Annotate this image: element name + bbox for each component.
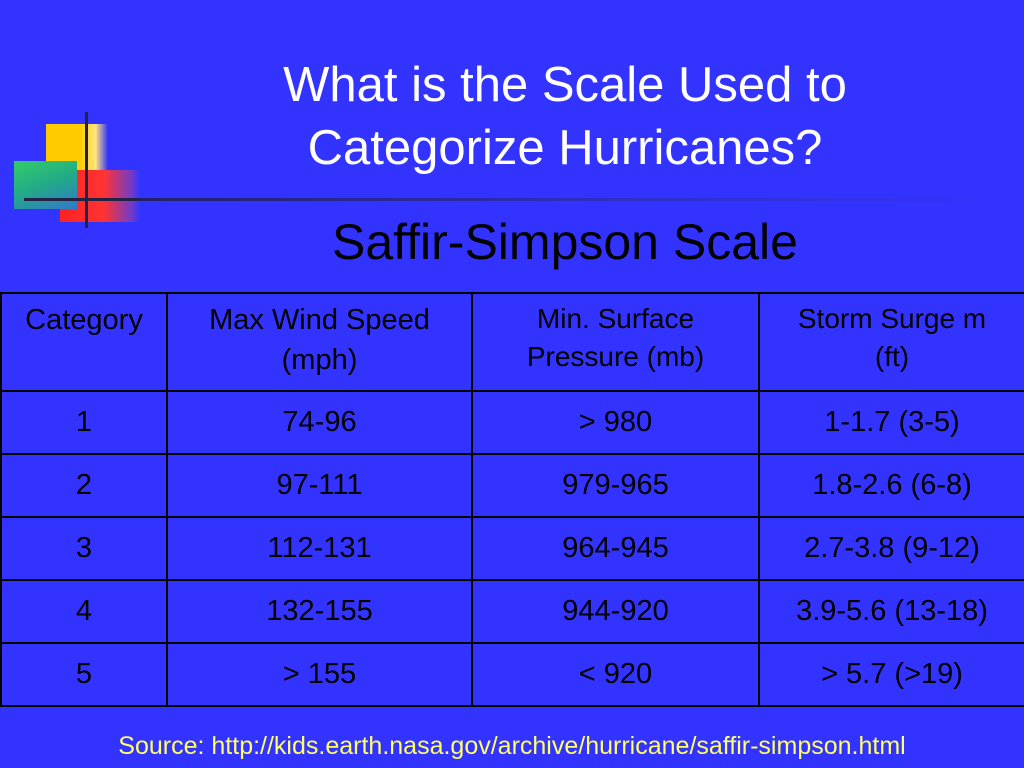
cell-max-wind-speed: 74-96: [166, 390, 473, 455]
source-citation: Source: http://kids.earth.nasa.gov/archi…: [118, 732, 906, 760]
header-min-surface-pressure: Min. Surface Pressure (mb): [471, 292, 760, 392]
logo-horizontal-line: [24, 198, 169, 201]
cell-min-surface-pressure: 964-945: [471, 516, 760, 581]
logo-vertical-line: [85, 112, 88, 228]
table-row: 1 74-96 > 980 1-1.7 (3-5): [0, 390, 1024, 455]
cell-max-wind-speed: > 155: [166, 642, 473, 707]
table-row: 2 97-111 979-965 1.8-2.6 (6-8): [0, 453, 1024, 518]
header-category-label: Category: [25, 304, 143, 336]
green-square: [14, 161, 77, 209]
cell-max-wind-speed: 97-111: [166, 453, 473, 518]
table-header-row: Category Max Wind Speed (mph) Min. Surfac…: [0, 292, 1024, 392]
header-storm-surge: Storm Surge m (ft): [758, 292, 1024, 392]
header-category: Category: [0, 292, 168, 392]
cell-category: 4: [0, 579, 168, 644]
cell-min-surface-pressure: > 980: [471, 390, 760, 455]
cell-max-wind-speed: 132-155: [166, 579, 473, 644]
cell-storm-surge: 1-1.7 (3-5): [758, 390, 1024, 455]
cell-category: 3: [0, 516, 168, 581]
cell-max-wind-speed: 112-131: [166, 516, 473, 581]
cell-storm-surge: 3.9-5.6 (13-18): [758, 579, 1024, 644]
cell-storm-surge: > 5.7 (>19): [758, 642, 1024, 707]
cell-category: 5: [0, 642, 168, 707]
decorative-squares-logo: [0, 0, 170, 240]
header-max-wind-speed-line-1: Max Wind Speed: [209, 304, 430, 336]
slide-title-line-2: Categorize Hurricanes?: [307, 121, 823, 175]
cell-min-surface-pressure: 944-920: [471, 579, 760, 644]
cell-min-surface-pressure: 979-965: [471, 453, 760, 518]
header-min-surface-pressure-line-2: Pressure (mb): [526, 341, 705, 372]
title-divider: [140, 198, 1000, 201]
header-storm-surge-line-2: (ft): [874, 341, 910, 372]
table-row: 4 132-155 944-920 3.9-5.6 (13-18): [0, 579, 1024, 644]
cell-storm-surge: 2.7-3.8 (9-12): [758, 516, 1024, 581]
cell-category: 1: [0, 390, 168, 455]
header-max-wind-speed-line-2: (mph): [281, 344, 358, 376]
saffir-simpson-table: Category Max Wind Speed (mph) Min. Surfac…: [0, 292, 1024, 707]
slide-title-line-1: What is the Scale Used to: [283, 58, 847, 112]
cell-min-surface-pressure: < 920: [471, 642, 760, 707]
cell-storm-surge: 1.8-2.6 (6-8): [758, 453, 1024, 518]
header-max-wind-speed: Max Wind Speed (mph): [166, 292, 473, 392]
header-storm-surge-line-1: Storm Surge m: [797, 303, 987, 334]
header-min-surface-pressure-line-1: Min. Surface: [536, 303, 695, 334]
cell-category: 2: [0, 453, 168, 518]
table-row: 5 > 155 < 920 > 5.7 (>19): [0, 642, 1024, 707]
slide-title: What is the Scale Used to Categorize Hur…: [200, 54, 930, 180]
slide-subtitle: Saffir-Simpson Scale: [332, 214, 798, 270]
table-row: 3 112-131 964-945 2.7-3.8 (9-12): [0, 516, 1024, 581]
